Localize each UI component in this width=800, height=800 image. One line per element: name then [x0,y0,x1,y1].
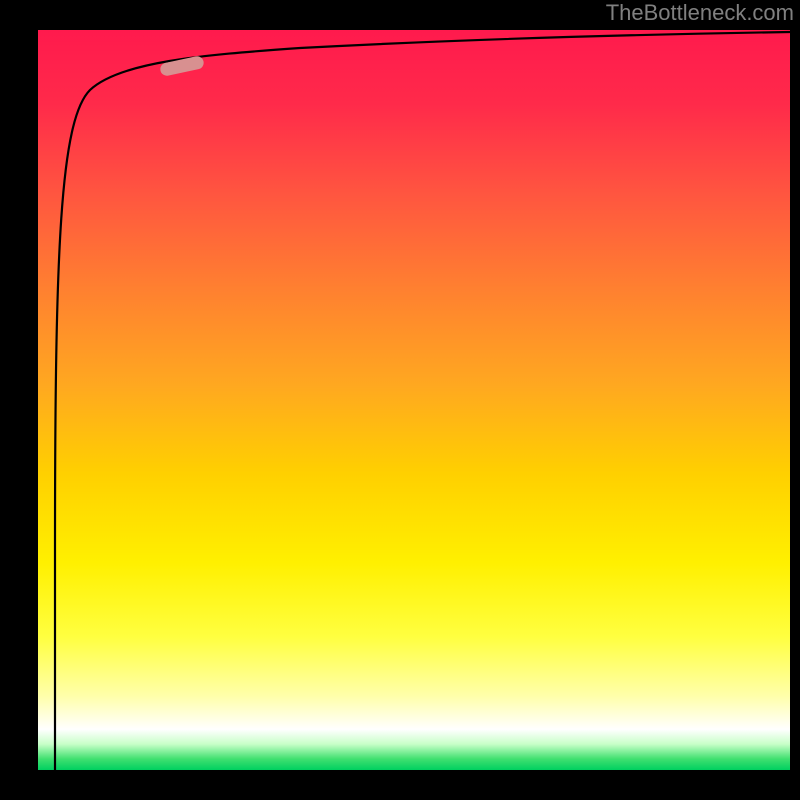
chart-container: TheBottleneck.com [0,0,800,800]
attribution-label: TheBottleneck.com [606,0,794,26]
gradient-background [38,30,790,770]
chart-svg [0,0,800,800]
